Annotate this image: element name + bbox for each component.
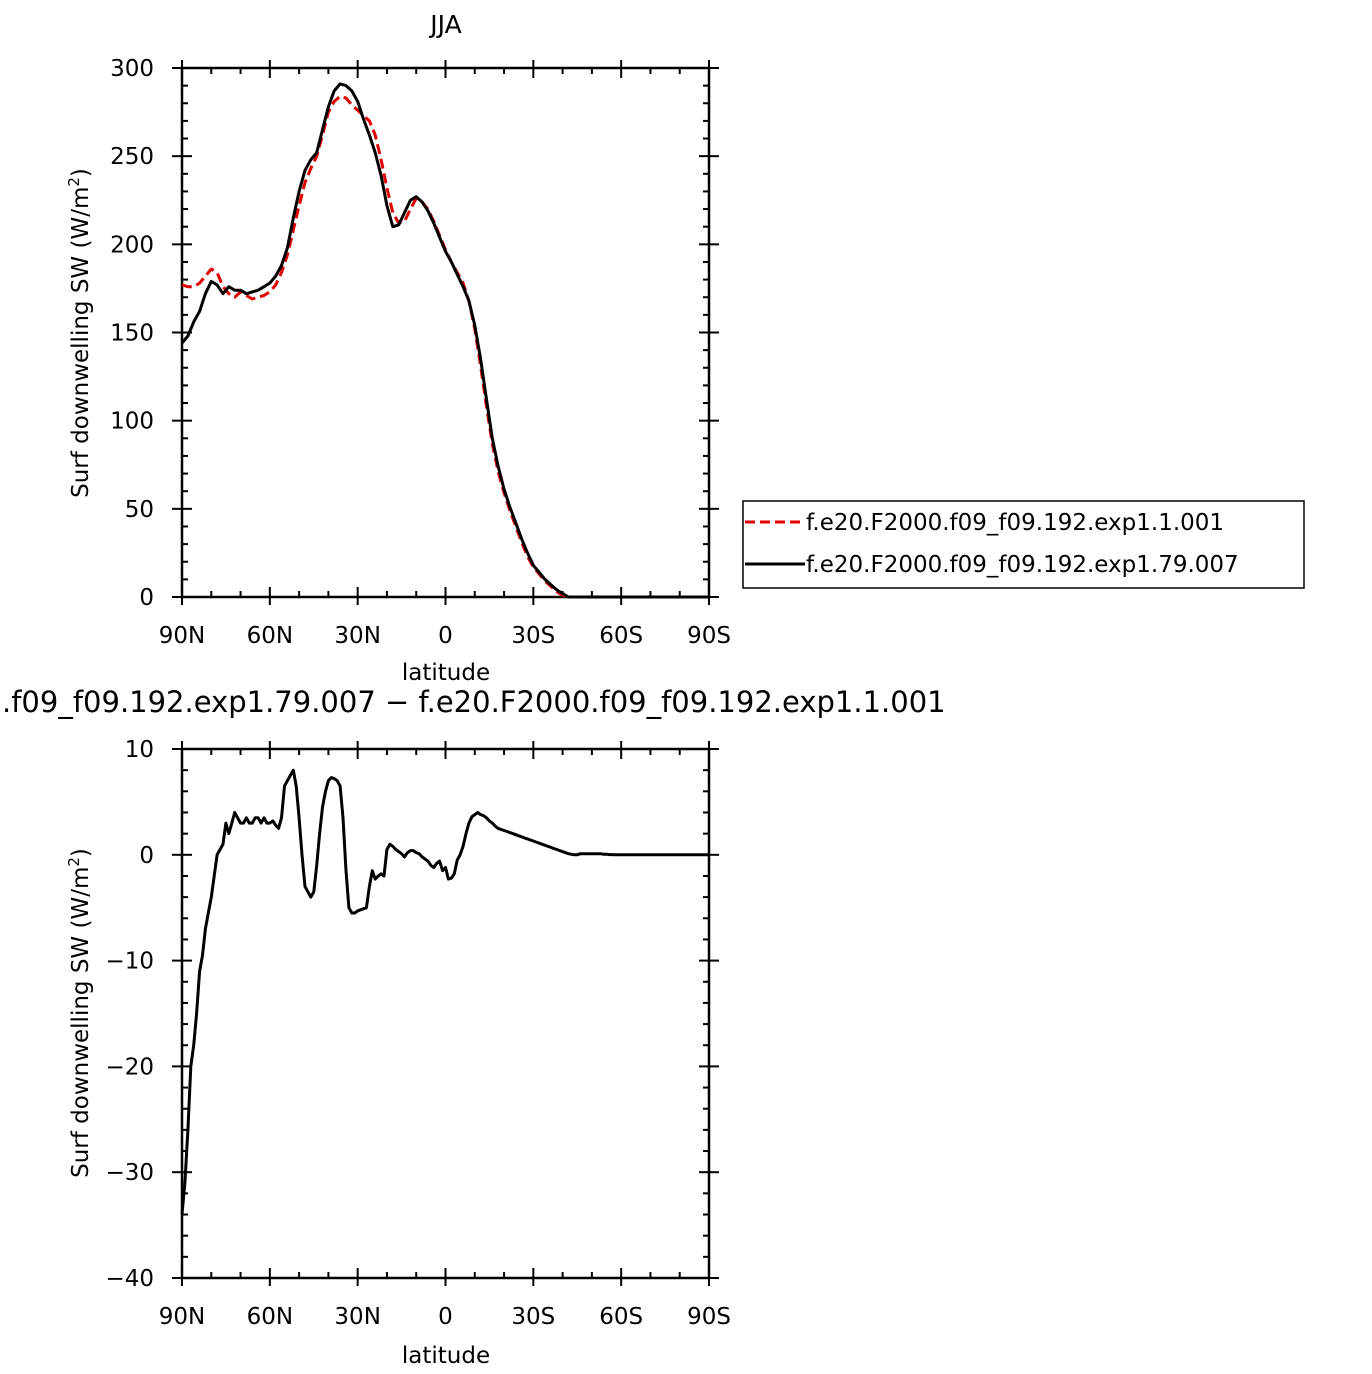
legend-label-2: f.e20.F2000.f09_f09.192.exp1.79.007	[806, 552, 1239, 578]
top-x-tick-label: 60N	[247, 623, 293, 649]
bottom-chart-y-label-close: )	[68, 848, 94, 857]
top-y-tick-label: 300	[110, 56, 154, 82]
top-y-tick-label: 100	[110, 409, 154, 435]
bottom-x-tick-label: 30S	[511, 1304, 555, 1330]
top-y-tick-label: 200	[110, 232, 154, 258]
top-chart: JJA 90N 60N 30N 0 30S 60S 90S 0 50 100 150 200 250 30…	[65, 10, 731, 686]
bottom-x-tick-label: 90S	[687, 1304, 731, 1330]
bottom-y-tick-label: −10	[105, 949, 154, 975]
top-x-tick-label: 0	[438, 623, 453, 649]
legend-label-1: f.e20.F2000.f09_f09.192.exp1.1.001	[806, 510, 1224, 536]
top-chart-plot-area: 90N 60N 30N 0 30S 60S 90S 0 50 100 150 200 250 300	[110, 56, 731, 649]
top-chart-y-label-main: Surf downwelling SW (W/m	[68, 187, 94, 498]
bottom-x-tick-label: 0	[438, 1304, 453, 1330]
bottom-y-tick-label: −20	[105, 1054, 154, 1080]
bottom-chart-plot-area: 90N 60N 30N 0 30S 60S 90S −40 −30 −20 −10 0 10	[105, 737, 730, 1330]
top-y-tick-label: 50	[125, 497, 154, 523]
top-x-tick-label: 30S	[511, 623, 555, 649]
top-chart-y-label-sup: 2	[65, 177, 83, 187]
top-chart-y-label-close: )	[68, 168, 94, 177]
bottom-chart-y-label-sup: 2	[65, 857, 83, 867]
top-chart-y-label: Surf downwelling SW (W/m2)	[65, 168, 94, 498]
bottom-chart-x-label: latitude	[402, 1343, 490, 1369]
top-chart-title: JJA	[428, 10, 461, 39]
bottom-x-tick-label: 90N	[159, 1304, 205, 1330]
bottom-y-tick-label: 0	[139, 843, 154, 869]
top-x-tick-label: 90S	[687, 623, 731, 649]
bottom-x-tick-label: 60S	[599, 1304, 643, 1330]
bottom-chart-title: .f09_f09.192.exp1.79.007 − f.e20.F2000.f…	[2, 685, 946, 719]
top-chart-frame	[180, 66, 711, 599]
top-series-line-2	[180, 82, 709, 599]
bottom-x-tick-label: 30N	[334, 1304, 380, 1330]
bottom-y-tick-label: −30	[105, 1160, 154, 1186]
top-chart-x-label: latitude	[402, 660, 490, 686]
top-y-tick-label: 250	[110, 144, 154, 170]
legend-box	[742, 500, 1305, 589]
top-chart-legend: f.e20.F2000.f09_f09.192.exp1.1.001 f.e20…	[742, 500, 1305, 589]
top-series-line-1	[181, 94, 709, 599]
bottom-chart-frame	[180, 747, 711, 1280]
top-y-tick-label: 0	[139, 585, 154, 611]
top-x-tick-label: 60S	[599, 623, 643, 649]
top-x-tick-label: 30N	[334, 623, 380, 649]
bottom-y-tick-label: −40	[105, 1266, 154, 1292]
bottom-chart-y-label: Surf downwelling SW (W/m2)	[65, 848, 94, 1178]
top-x-tick-label: 90N	[159, 623, 205, 649]
bottom-y-tick-label: 10	[125, 737, 154, 763]
bottom-chart: .f09_f09.192.exp1.79.007 − f.e20.F2000.f…	[2, 685, 946, 1369]
top-y-tick-label: 150	[110, 321, 154, 347]
bottom-x-tick-label: 60N	[247, 1304, 293, 1330]
bottom-series-line-1	[180, 768, 709, 1215]
bottom-chart-y-label-main: Surf downwelling SW (W/m	[68, 867, 94, 1178]
